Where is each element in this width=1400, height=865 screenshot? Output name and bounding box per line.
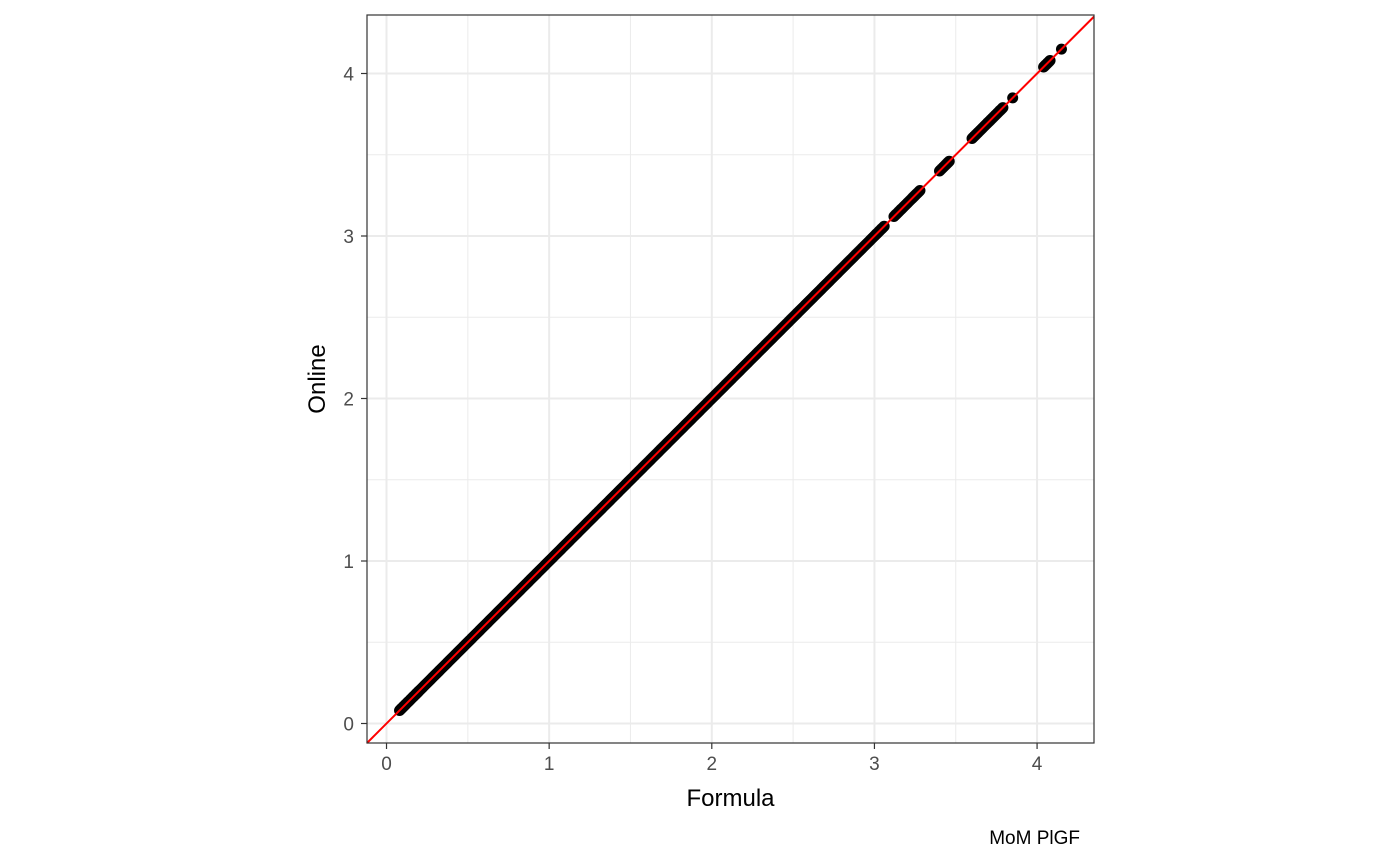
minor-gridlines (367, 15, 1094, 743)
x-tick-label: 0 (381, 754, 392, 775)
major-gridlines (367, 15, 1094, 743)
x-tick-label: 3 (869, 754, 880, 775)
identity-reference-line (366, 15, 1095, 744)
y-axis-title: Online (304, 344, 331, 413)
y-tick-label: 1 (343, 552, 354, 573)
x-tick-label: 1 (544, 754, 555, 775)
y-tick-label: 3 (343, 227, 354, 248)
x-tick-label: 2 (707, 754, 718, 775)
x-axis-ticks: 0 1 2 3 4 (381, 743, 1043, 775)
y-tick-label: 4 (343, 65, 354, 86)
y-tick-label: 0 (343, 715, 354, 736)
y-axis-ticks: 0 1 2 3 4 (343, 65, 367, 736)
chart-caption: MoM PlGF (989, 828, 1080, 849)
panel-border (366, 14, 1095, 744)
y-tick-label: 2 (343, 390, 354, 411)
x-tick-label: 4 (1032, 754, 1043, 775)
x-axis-title: Formula (686, 785, 775, 812)
